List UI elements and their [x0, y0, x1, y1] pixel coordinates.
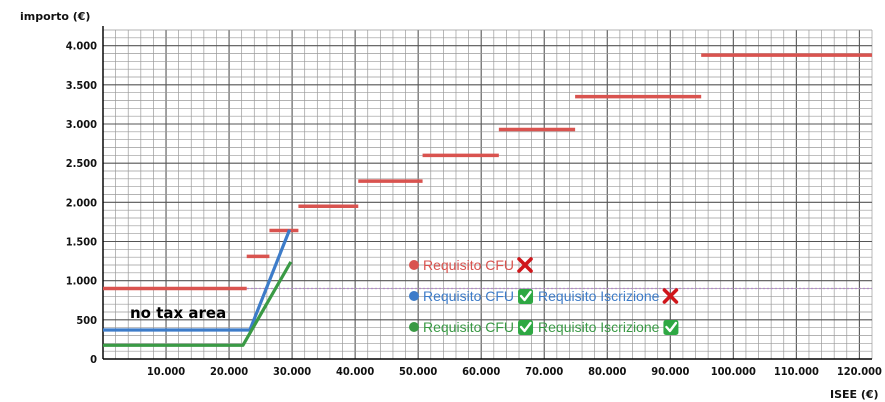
check-icon-tick [519, 321, 532, 333]
check-icon-tick [519, 290, 532, 302]
y-tick-label: 2.000 [66, 196, 97, 209]
series-layer [103, 53, 872, 347]
cross-icon [517, 257, 533, 273]
x-tick-label: 80.000 [588, 365, 626, 378]
x-axis-label: ISEE (€) [830, 388, 879, 401]
x-tick-label: 70.000 [525, 365, 563, 378]
tick-labels: 10.000 20.000 30.000 40.000 50.000 60.000 70.0… [66, 40, 882, 378]
x-tick-label: 30.000 [273, 365, 311, 378]
x-tick-label: 100.000 [711, 365, 756, 378]
x-tick-label: 50.000 [399, 365, 437, 378]
x-tick-label: 40.000 [336, 365, 374, 378]
y-tick-label: 4.000 [66, 40, 97, 53]
x-tick-label: 60.000 [462, 365, 500, 378]
axes [102, 26, 872, 360]
y-tick-label: 1.500 [66, 236, 97, 249]
grid [102, 29, 873, 360]
y-tick-label: 0 [90, 353, 97, 366]
x-tick-label: 10.000 [147, 365, 185, 378]
x-tick-label: 110.000 [774, 365, 819, 378]
legend: Requisito CFU Requisito CFU Requisito Iscr… [409, 257, 679, 335]
cross-icon-stroke [662, 288, 679, 304]
check-icon-tick [665, 321, 678, 333]
legend-dot [409, 260, 419, 270]
no-tax-area-annotation: no tax area [130, 304, 226, 322]
y-tick-label: 1.000 [66, 275, 97, 288]
y-tick-label: 3.500 [66, 79, 97, 92]
legend-dot [409, 291, 419, 301]
x-tick-label: 90.000 [651, 365, 689, 378]
check-icon [518, 320, 534, 335]
legend-dot [409, 322, 419, 332]
x-tick-label: 20.000 [210, 365, 248, 378]
cross-icon-stroke [517, 257, 533, 273]
y-tick-label: 2.500 [66, 157, 97, 170]
series-line-2 [103, 261, 293, 347]
legend-label: Requisito Iscrizione [538, 319, 660, 335]
legend-label: Requisito CFU [423, 319, 514, 335]
x-tick-label: 120.000 [837, 365, 882, 378]
cross-icon [662, 288, 679, 304]
y-tick-label: 500 [76, 314, 97, 327]
legend-label: Requisito CFU [423, 288, 514, 304]
legend-label: Requisito CFU [423, 257, 514, 273]
y-axis-label: importo (€) [20, 10, 90, 23]
check-icon [663, 320, 679, 335]
y-tick-label: 3.000 [66, 118, 97, 131]
legend-label: Requisito Iscrizione [538, 288, 660, 304]
check-icon [518, 289, 534, 304]
